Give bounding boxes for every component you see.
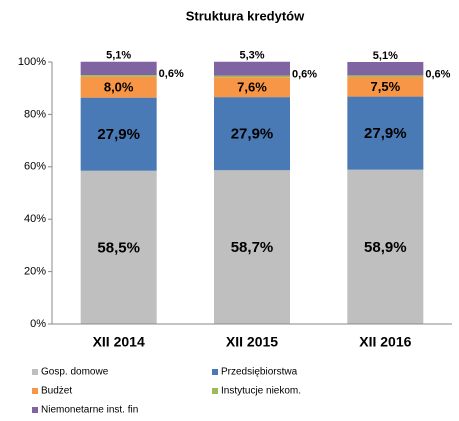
bar-segment [80,76,157,98]
legend-swatch [212,388,218,394]
legend-swatch [212,369,218,375]
y-tick-label: 0% [30,318,46,330]
bar-segment [347,75,424,77]
bar-segment [347,96,424,170]
value-label: 5,1% [106,50,131,62]
value-label: 27,9% [231,126,274,143]
bar-segment [80,170,157,324]
bar-segment [214,97,290,171]
value-label: 8,0% [104,80,134,95]
bar-segment [347,169,424,324]
x-tick-label: XII 2016 [359,334,411,350]
value-label: 58,9% [364,239,407,256]
chart-title: Struktura kredytów [186,8,305,23]
value-label: 0,6% [159,68,184,80]
bar-segment [214,75,290,78]
legend-label: Niemonetarne inst. fin [41,405,138,416]
value-label: 27,9% [97,126,140,143]
y-tick-label: 80% [24,108,46,120]
value-label: 5,3% [239,50,264,62]
y-tick-label: 40% [24,213,46,225]
legend-label: Budżet [41,386,72,397]
bar-segment [347,62,424,76]
y-tick-label: 100% [18,56,46,68]
bar-segment [214,61,290,76]
y-tick-label: 20% [24,266,46,278]
bar-segment [80,75,157,77]
value-label: 0,6% [292,69,317,81]
legend-swatch [32,407,38,413]
bar-segment [214,77,290,98]
value-label: 0,6% [425,68,450,80]
legend-swatch [32,369,38,375]
bar-segment [214,170,290,324]
value-label: 7,5% [371,79,401,94]
x-tick-label: XII 2014 [93,334,145,350]
x-tick-label: XII 2015 [226,334,278,350]
legend-swatch [32,388,38,394]
legend-label: Gosp. domowe [41,367,109,378]
value-label: 58,7% [231,239,274,256]
y-tick-label: 60% [24,161,46,173]
legend-label: Instytucje niekom. [221,386,301,397]
value-label: 58,5% [97,239,140,256]
legend-label: Przedsiębiorstwa [221,367,298,378]
value-label: 5,1% [373,50,398,62]
value-label: 27,9% [364,125,407,142]
value-label: 7,6% [237,80,267,95]
bar-segment [80,97,157,171]
bar-segment [80,61,157,76]
bar-segment [347,76,424,97]
